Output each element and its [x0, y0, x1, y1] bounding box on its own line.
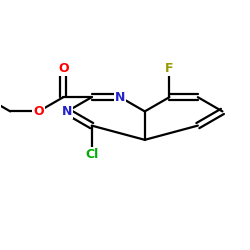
Text: F: F	[165, 62, 174, 75]
Text: N: N	[62, 105, 72, 118]
Text: N: N	[115, 91, 125, 104]
Text: O: O	[33, 105, 44, 118]
Text: Cl: Cl	[85, 148, 98, 160]
Text: O: O	[58, 62, 68, 75]
